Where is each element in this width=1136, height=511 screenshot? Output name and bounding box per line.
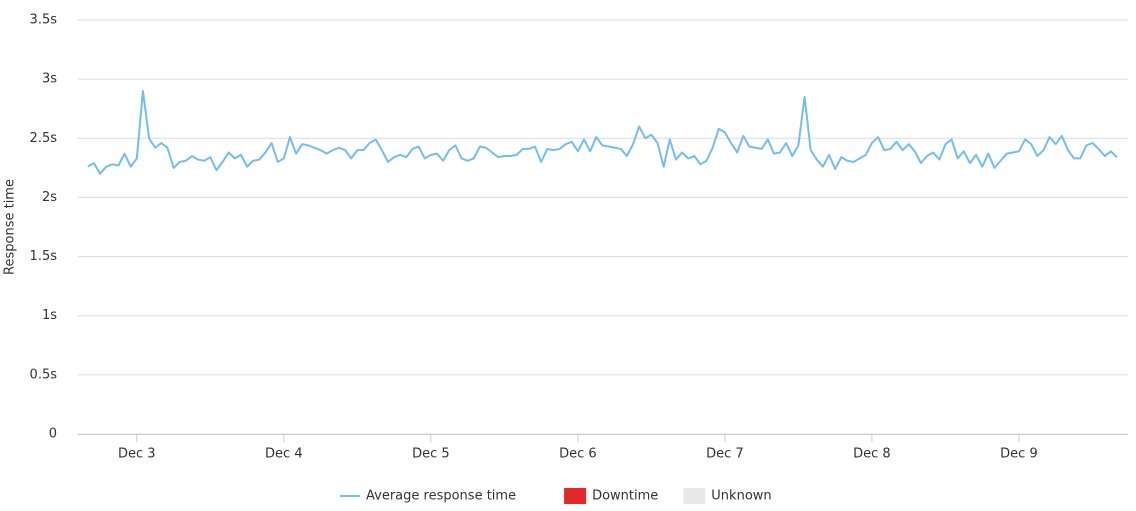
y-axis-label: Response time bbox=[3, 179, 18, 275]
y-tick-label: 0.5s bbox=[30, 367, 58, 382]
y-tick-label: 2.5s bbox=[30, 131, 58, 146]
legend-swatch bbox=[683, 488, 706, 504]
y-tick-label: 1s bbox=[42, 308, 57, 323]
y-tick-label: 3s bbox=[42, 72, 57, 87]
legend-label: Downtime bbox=[592, 489, 658, 504]
x-tick-label: Dec 5 bbox=[412, 447, 450, 462]
y-tick-label: 2s bbox=[42, 190, 57, 205]
legend-label: Unknown bbox=[711, 489, 771, 504]
x-tick-label: Dec 4 bbox=[265, 447, 303, 462]
y-tick-label: 1.5s bbox=[30, 249, 58, 264]
x-tick-label: Dec 3 bbox=[118, 447, 156, 462]
x-tick-label: Dec 7 bbox=[706, 447, 744, 462]
legend-label: Average response time bbox=[366, 489, 516, 504]
data-line bbox=[87, 89, 1118, 175]
y-tick-label: 3.5s bbox=[30, 13, 58, 28]
y-tick-label: 0 bbox=[49, 427, 57, 442]
x-tick-label: Dec 8 bbox=[853, 447, 891, 462]
x-tick-label: Dec 6 bbox=[559, 447, 597, 462]
legend-swatch bbox=[564, 488, 587, 504]
x-tick-label: Dec 9 bbox=[1000, 447, 1038, 462]
